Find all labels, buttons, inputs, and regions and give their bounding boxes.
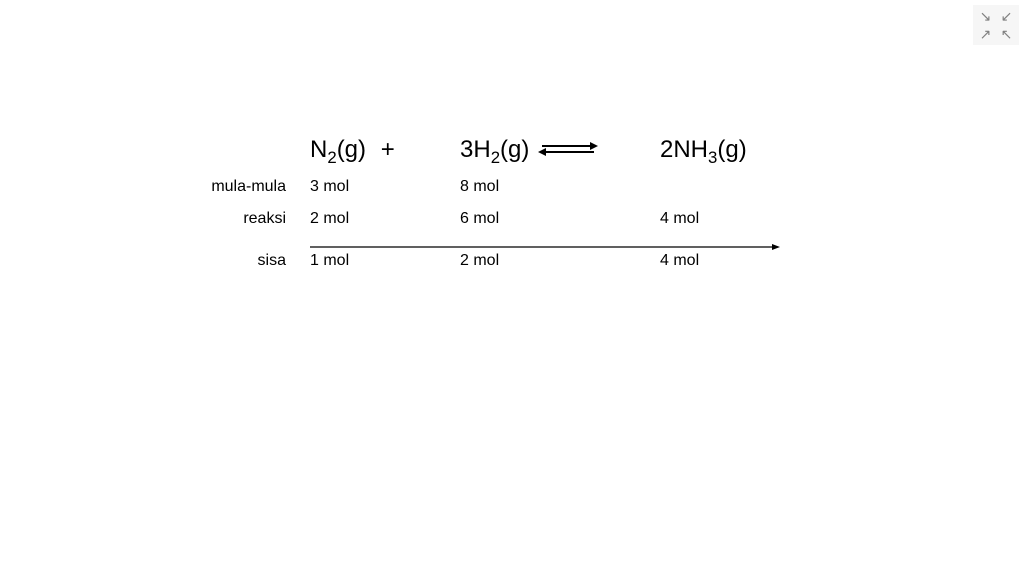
cell: 3 mol [310, 178, 460, 196]
arrow-in-icon: ↗ [975, 27, 996, 41]
formula: 3H2(g) [460, 136, 529, 163]
cell: 1 mol [310, 252, 460, 270]
species-1: N2(g) + [310, 136, 460, 168]
formula: N2(g) [310, 136, 366, 163]
arrow-in-icon: ↙ [996, 9, 1017, 23]
arrow-in-icon: ↘ [975, 9, 996, 23]
divider-line [310, 242, 780, 252]
equilibrium-arrow-icon [538, 137, 598, 165]
cell: 2 mol [460, 252, 660, 270]
cell: 4 mol [660, 252, 810, 270]
arrow-in-icon: ↖ [996, 27, 1017, 41]
row-label-initial: mula-mula [180, 178, 310, 196]
initial-row: mula-mula 3 mol 8 mol [180, 178, 810, 210]
species-2: 3H2(g) [460, 136, 660, 168]
row-label-final: sisa [180, 252, 310, 270]
final-row: sisa 1 mol 2 mol 4 mol [180, 252, 810, 284]
exit-fullscreen-button[interactable]: ↘ ↙ ↗ ↖ [973, 5, 1019, 45]
cell: 2 mol [310, 210, 460, 228]
row-label-change: reaksi [180, 210, 310, 228]
cell: 4 mol [660, 210, 810, 228]
species-3: 2NH3(g) [660, 136, 810, 168]
change-row: reaksi 2 mol 6 mol 4 mol [180, 210, 810, 242]
cell: 6 mol [460, 210, 660, 228]
formula: 2NH3(g) [660, 136, 747, 163]
equation-table: N2(g) + 3H2(g) 2NH3(g) mula-mula 3 mol 8… [180, 136, 810, 284]
plus-sign: + [373, 136, 395, 163]
cell: 8 mol [460, 178, 660, 196]
equation-row: N2(g) + 3H2(g) 2NH3(g) [180, 136, 810, 168]
